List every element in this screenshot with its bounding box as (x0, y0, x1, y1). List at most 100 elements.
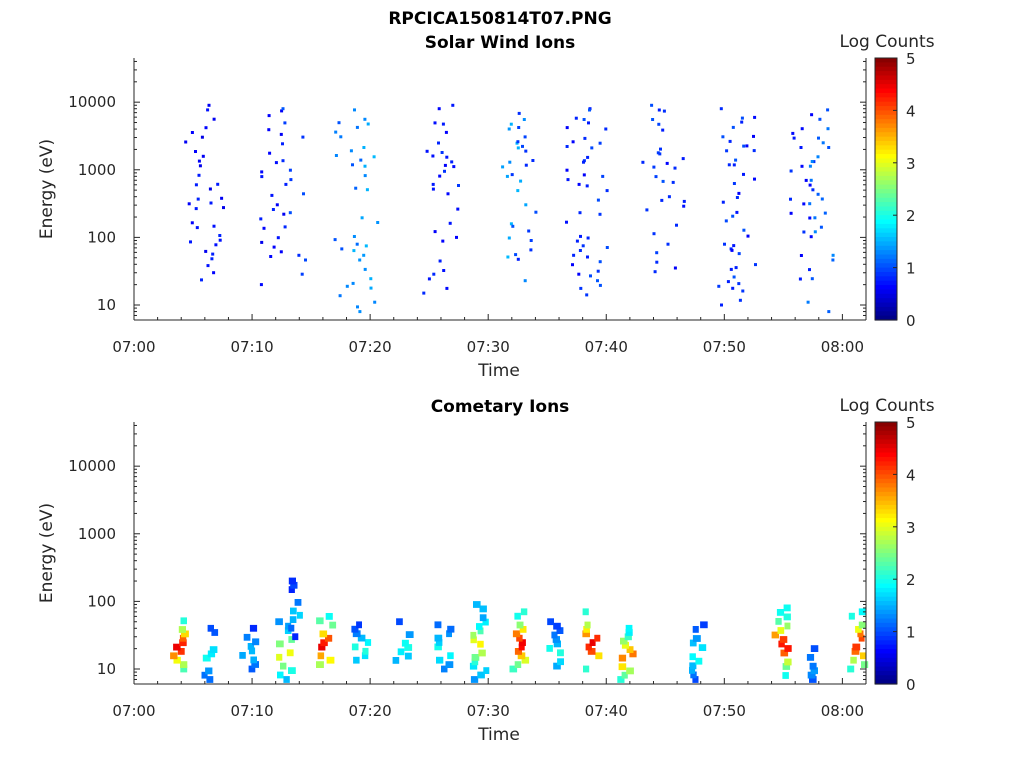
count-pixel (665, 161, 669, 165)
count-pixel (518, 639, 526, 646)
count-pixel (435, 639, 443, 646)
count-pixel (362, 253, 366, 257)
count-pixel (735, 196, 739, 199)
count-pixel (734, 158, 738, 162)
count-pixel (731, 286, 735, 290)
count-pixel (220, 196, 224, 200)
count-pixel (288, 667, 296, 674)
count-pixel (516, 634, 523, 642)
count-pixel (471, 658, 479, 666)
colorbar-segment (875, 302, 897, 308)
count-pixel (357, 634, 366, 642)
count-pixel (586, 155, 590, 159)
count-pixel (521, 656, 530, 664)
count-pixel (719, 107, 723, 111)
count-pixel (201, 671, 208, 679)
count-pixel (211, 629, 219, 636)
colorbar-segment (875, 509, 897, 515)
count-pixel (527, 229, 531, 233)
colorbar-tick-label: 1 (906, 624, 916, 642)
count-pixel (740, 116, 744, 120)
colorbar-segment (875, 140, 897, 146)
colorbar-segment (875, 470, 897, 475)
count-pixel (777, 627, 785, 634)
colorbar-segment (875, 267, 897, 273)
count-pixel (857, 630, 864, 638)
count-pixel (267, 114, 271, 118)
count-pixel (625, 624, 633, 632)
colorbar-frame (874, 57, 898, 321)
count-pixel (351, 625, 359, 633)
x-tick-label: 07:20 (349, 702, 392, 720)
count-pixel (689, 639, 697, 647)
colorbar-segment (875, 618, 897, 624)
colorbar-segment (875, 298, 897, 304)
count-pixel (598, 260, 602, 264)
count-pixel (729, 267, 733, 271)
count-pixel (596, 198, 600, 202)
colorbar-segment (875, 271, 897, 277)
count-pixel (218, 238, 222, 242)
count-pixel (477, 671, 485, 679)
count-pixel (517, 126, 521, 129)
count-pixel (366, 122, 370, 126)
count-pixel (673, 266, 677, 270)
count-pixel (666, 242, 670, 246)
count-pixel (443, 169, 446, 173)
count-pixel (629, 650, 637, 658)
count-pixel (524, 149, 528, 153)
count-pixel (645, 208, 649, 212)
count-pixel (738, 298, 742, 302)
colorbar-segment (875, 491, 897, 497)
count-pixel (361, 652, 369, 660)
count-pixel (809, 662, 817, 670)
colorbar-tick-label: 3 (906, 155, 916, 173)
count-pixel (737, 252, 741, 256)
count-pixel (752, 149, 756, 153)
count-pixel (441, 239, 445, 243)
count-pixel (272, 245, 276, 249)
count-pixel (582, 608, 589, 616)
count-pixel (808, 183, 812, 187)
count-pixel (655, 251, 659, 255)
count-pixel (510, 173, 514, 177)
count-pixel (800, 164, 804, 168)
count-pixel (352, 249, 356, 253)
colorbar-segment (875, 605, 897, 611)
count-pixel (317, 652, 325, 660)
count-pixel (259, 217, 263, 221)
count-pixel (813, 216, 817, 220)
count-pixel (434, 621, 442, 629)
count-pixel (333, 238, 337, 242)
count-pixel (596, 279, 599, 283)
count-pixel (358, 310, 362, 314)
count-pixel (791, 131, 795, 135)
count-pixel (698, 644, 707, 651)
count-pixel (692, 626, 699, 633)
count-pixel (392, 657, 400, 664)
count-pixel (354, 186, 358, 190)
colorbar-segment (875, 306, 897, 312)
count-pixel (520, 608, 528, 616)
count-pixel (735, 210, 739, 214)
count-pixel (730, 248, 734, 252)
count-pixel (208, 187, 212, 191)
y-tick-label: 10 (97, 660, 116, 678)
count-pixel (847, 665, 855, 673)
count-pixel (753, 177, 756, 181)
count-pixel (737, 191, 741, 195)
colorbar-segment (875, 435, 897, 441)
count-pixel (523, 135, 527, 139)
count-pixel (507, 127, 511, 131)
count-pixel (742, 144, 746, 148)
colorbar-segment (875, 504, 897, 510)
colorbar-segment (875, 456, 897, 462)
count-pixel (850, 656, 857, 664)
count-pixel (717, 284, 721, 288)
count-pixel (524, 203, 528, 207)
count-pixel (514, 253, 518, 257)
count-pixel (259, 283, 263, 287)
count-pixel (813, 230, 817, 234)
